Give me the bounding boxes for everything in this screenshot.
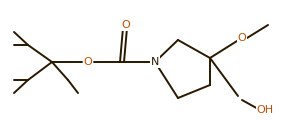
Text: O: O bbox=[238, 33, 246, 43]
Text: O: O bbox=[122, 20, 130, 30]
Text: N: N bbox=[151, 57, 159, 67]
Text: O: O bbox=[84, 57, 92, 67]
Text: OH: OH bbox=[256, 105, 274, 115]
